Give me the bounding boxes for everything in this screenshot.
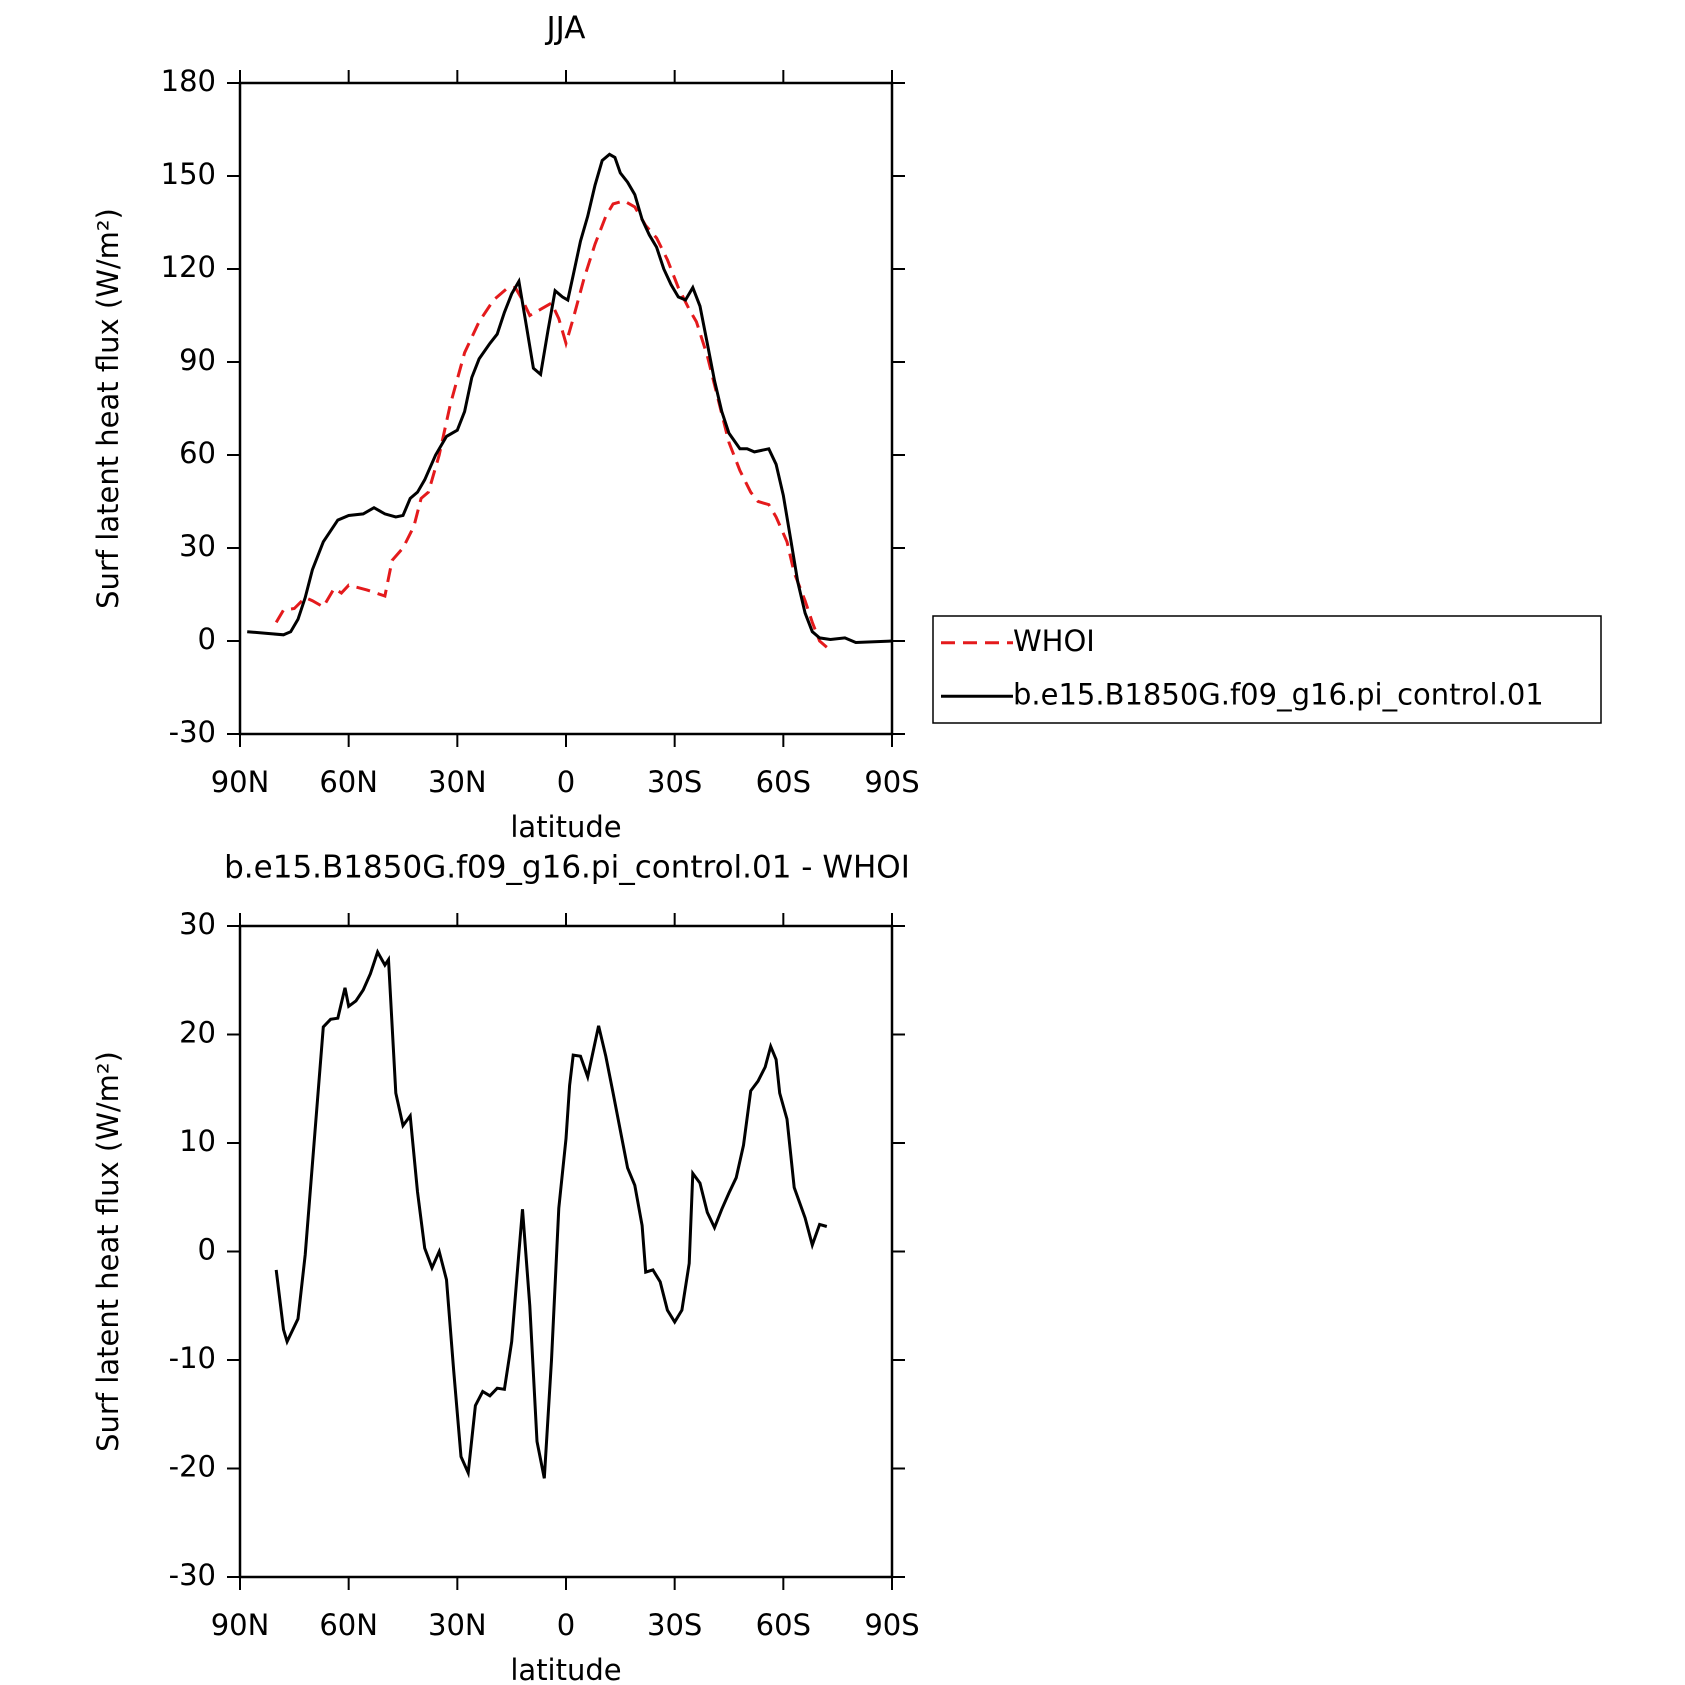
chart-title: JJA (545, 11, 586, 47)
x-tick-label: 60N (319, 765, 378, 799)
x-tick-label: 0 (557, 765, 575, 799)
legend-label: b.e15.B1850G.f09_g16.pi_control.01 (1013, 677, 1544, 711)
x-tick-label: 60S (756, 1608, 811, 1642)
legend-box (932, 615, 1602, 724)
y-tick-label: 10 (179, 1124, 216, 1158)
x-tick-label: 30S (647, 1608, 702, 1642)
y-tick-label: -30 (169, 715, 216, 749)
y-tick-label: 30 (179, 907, 216, 941)
y-axis-label: Surf latent heat flux (W/m²) (91, 1051, 125, 1452)
data-line (247, 152, 893, 645)
x-tick-label: 30S (647, 765, 702, 799)
y-tick-label: 90 (179, 343, 216, 377)
data-line (274, 948, 828, 1479)
x-tick-label: 90S (864, 1608, 919, 1642)
chart-title: b.e15.B1850G.f09_g16.pi_control.01 - WHO… (224, 850, 910, 886)
y-axis-label: Surf latent heat flux (W/m²) (91, 208, 125, 609)
y-tick-label: 0 (198, 1233, 216, 1267)
y-tick-label: 60 (179, 436, 216, 470)
x-axis-label: latitude (510, 1653, 621, 1685)
x-tick-label: 30N (428, 765, 487, 799)
y-tick-label: -30 (169, 1558, 216, 1592)
y-tick-label: -20 (169, 1450, 216, 1484)
y-tick-label: 180 (161, 64, 216, 98)
x-tick-label: 90N (211, 765, 270, 799)
y-tick-label: 120 (161, 250, 216, 284)
x-tick-label: 30N (428, 1608, 487, 1642)
x-tick-label: 60N (319, 1608, 378, 1642)
x-tick-label: 0 (557, 1608, 575, 1642)
legend-label: WHOI (1013, 624, 1095, 658)
data-line (274, 199, 828, 649)
plot-frame (238, 81, 894, 736)
y-tick-label: 0 (198, 622, 216, 656)
plot-frame (238, 924, 894, 1579)
x-axis-label: latitude (510, 810, 621, 844)
y-tick-label: 20 (179, 1016, 216, 1050)
x-tick-label: 90N (211, 1608, 270, 1642)
x-tick-label: 90S (864, 765, 919, 799)
y-tick-label: -10 (169, 1341, 216, 1375)
y-tick-label: 30 (179, 529, 216, 563)
x-tick-label: 60S (756, 765, 811, 799)
y-tick-label: 150 (161, 157, 216, 191)
